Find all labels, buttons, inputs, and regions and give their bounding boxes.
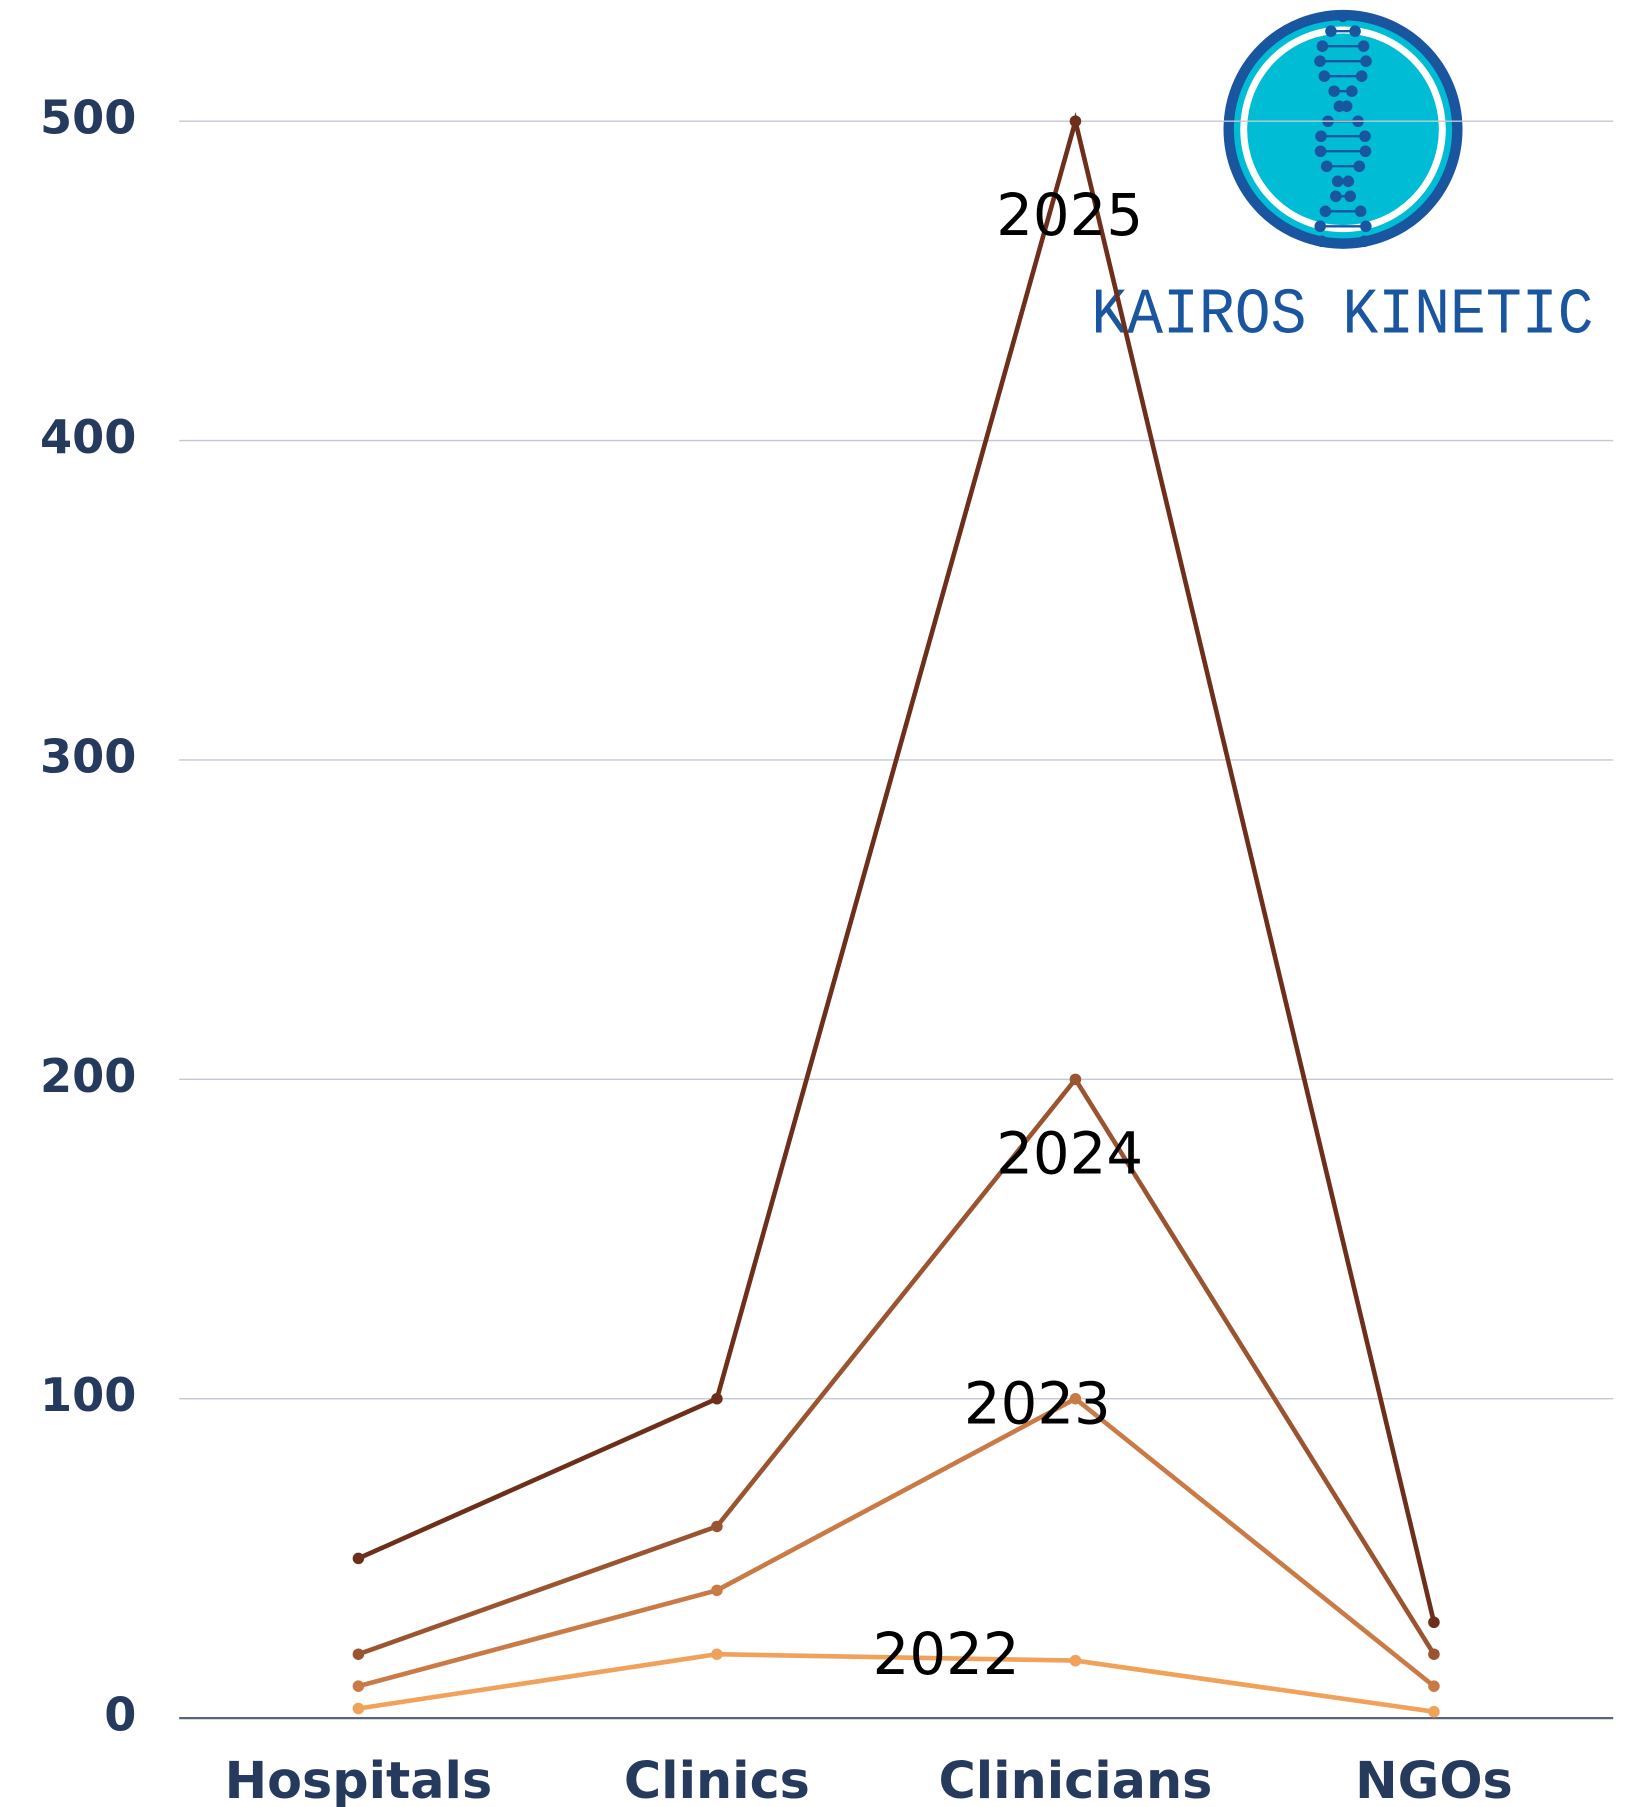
helix-dot — [1344, 190, 1356, 203]
logo-circle — [1223, 9, 1463, 249]
point — [1069, 1073, 1082, 1086]
helix-dot — [1330, 190, 1342, 203]
helix-dot — [1318, 70, 1331, 82]
helix-dot — [1353, 160, 1366, 173]
helix-dot — [1359, 130, 1371, 143]
helix-dot — [1315, 130, 1327, 143]
point — [711, 1584, 723, 1597]
point — [1428, 1616, 1440, 1629]
y-tick-label: 500 — [40, 91, 136, 145]
point — [1428, 1680, 1440, 1692]
point — [352, 1648, 365, 1660]
helix-dot — [1360, 220, 1372, 233]
helix-dot — [1360, 55, 1372, 67]
point — [711, 1520, 723, 1533]
x-tick-label: Clinics — [624, 1751, 810, 1807]
point — [711, 1648, 723, 1660]
helix-dot — [1314, 145, 1327, 158]
series-label: 2022 — [873, 1620, 1020, 1688]
y-tick-label: 400 — [40, 410, 136, 464]
helix-dot — [1314, 55, 1326, 67]
helix-dot — [1315, 235, 1328, 248]
helix-dot — [1331, 175, 1344, 188]
point — [352, 1702, 365, 1715]
series-line — [357, 112, 1437, 1623]
y-tick-label: 300 — [40, 729, 136, 783]
point — [1069, 1654, 1082, 1667]
helix-dot — [1354, 205, 1367, 218]
helix-dot — [1325, 25, 1337, 37]
logo: KAIROS KINETIC — [1091, 9, 1594, 352]
y-tick-label: 100 — [40, 1368, 136, 1422]
helix-dot — [1328, 85, 1340, 97]
point — [1428, 1648, 1440, 1660]
x-tick-label: Hospitals — [225, 1751, 493, 1807]
helix-dot — [1358, 235, 1371, 248]
y-tick-label: 0 — [104, 1688, 136, 1742]
x-tick-label: Clinicians — [938, 1751, 1212, 1807]
series-line — [357, 1075, 1436, 1657]
helix-dot — [1333, 100, 1346, 112]
series-line — [358, 1651, 1435, 1714]
point — [1069, 1392, 1082, 1405]
point — [711, 1392, 723, 1405]
point — [352, 1552, 365, 1565]
point — [352, 1680, 365, 1692]
helix-dot — [1337, 10, 1349, 22]
logo-helix — [1314, 10, 1372, 248]
series-label: 2024 — [996, 1119, 1143, 1187]
series-label: 2025 — [996, 181, 1143, 249]
helix-dot — [1349, 25, 1361, 37]
helix-dot — [1342, 175, 1355, 188]
point — [1428, 1705, 1440, 1718]
helix-dot — [1319, 205, 1332, 218]
series-line — [357, 1395, 1436, 1689]
x-tick-label: NGOs — [1355, 1751, 1513, 1807]
helix-dot — [1314, 220, 1326, 233]
helix-dot — [1359, 145, 1372, 158]
helix-dot — [1316, 40, 1329, 52]
helix-dot — [1355, 70, 1368, 82]
logo-text: KAIROS KINETIC — [1091, 279, 1593, 352]
point — [1069, 115, 1082, 128]
series-label: 2023 — [964, 1370, 1111, 1438]
y-tick-label: 200 — [40, 1049, 136, 1103]
helix-dot — [1320, 160, 1333, 173]
helix-dot — [1346, 85, 1358, 97]
helix-dot — [1357, 40, 1370, 52]
